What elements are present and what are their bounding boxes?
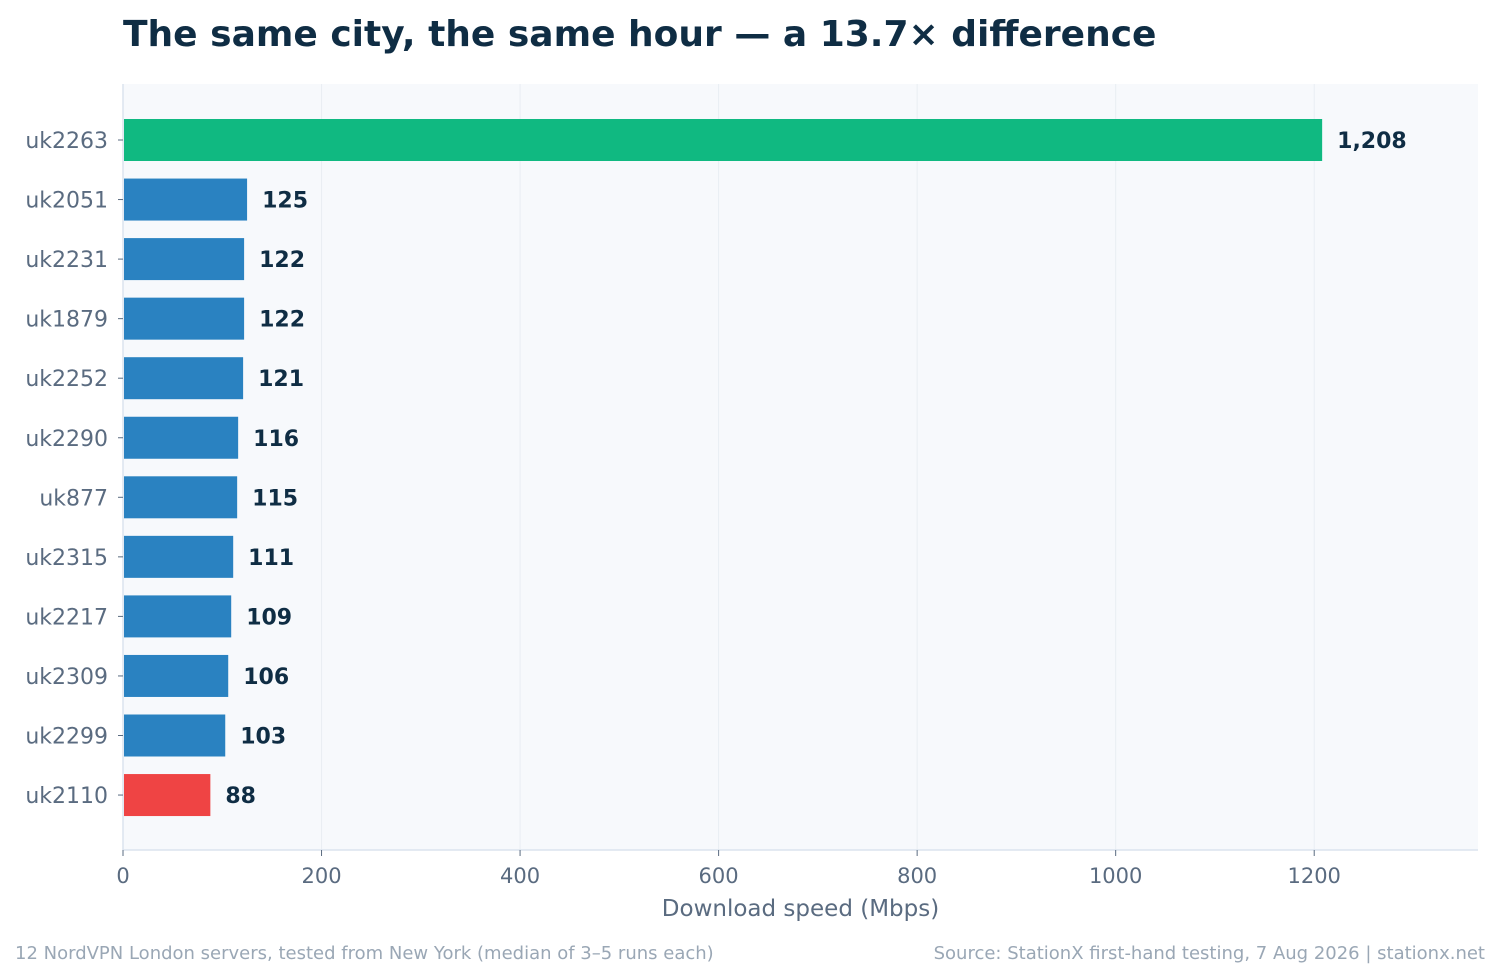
y-tick-label: uk2263	[25, 129, 108, 154]
y-tick-label: uk2299	[25, 725, 108, 750]
bar	[124, 357, 244, 400]
x-tick-label: 400	[500, 864, 540, 888]
y-tick-label: uk877	[39, 486, 108, 511]
y-tick-label: uk2315	[25, 546, 108, 571]
plot-background	[123, 84, 1478, 850]
y-tick-label: uk2231	[25, 248, 108, 273]
y-tick-label: uk2051	[25, 189, 108, 214]
source-note: Source: StationX first-hand testing, 7 A…	[933, 943, 1485, 964]
x-tick-label: 200	[301, 864, 341, 888]
bar	[124, 714, 226, 757]
y-tick-label: uk2252	[25, 367, 108, 392]
data-label: 1,208	[1337, 129, 1407, 154]
x-tick-label: 800	[897, 864, 937, 888]
bar	[124, 476, 238, 519]
x-tick-label: 600	[699, 864, 739, 888]
y-tick-label: uk2110	[25, 784, 108, 809]
bar	[124, 119, 1323, 161]
x-tick-label: 1200	[1287, 864, 1340, 888]
data-label: 88	[225, 784, 256, 809]
bar	[124, 595, 232, 638]
bar	[124, 297, 245, 340]
chart-footnote: 12 NordVPN London servers, tested from N…	[15, 943, 714, 964]
data-label: 116	[253, 427, 299, 452]
x-tick-label: 0	[116, 864, 129, 888]
data-label: 103	[240, 725, 286, 750]
x-axis-label: Download speed (Mbps)	[662, 896, 939, 922]
x-tick-label: 1000	[1089, 864, 1142, 888]
data-label: 122	[259, 248, 305, 273]
data-label: 122	[259, 308, 305, 333]
y-tick-label: uk2290	[25, 427, 108, 452]
bar	[124, 416, 239, 459]
y-tick-label: uk2217	[25, 605, 108, 630]
bar	[124, 774, 211, 817]
bar	[124, 535, 234, 578]
y-tick-label: uk2309	[25, 665, 108, 690]
data-label: 121	[258, 367, 304, 392]
bar	[124, 654, 229, 697]
data-label: 109	[246, 605, 292, 630]
data-label: 111	[248, 546, 294, 571]
bar	[124, 178, 248, 221]
chart-title: The same city, the same hour — a 13.7× d…	[123, 14, 1157, 55]
data-label: 106	[243, 665, 289, 690]
bar	[124, 238, 245, 281]
data-label: 115	[252, 486, 298, 511]
y-tick-label: uk1879	[25, 308, 108, 333]
data-label: 125	[262, 189, 308, 214]
